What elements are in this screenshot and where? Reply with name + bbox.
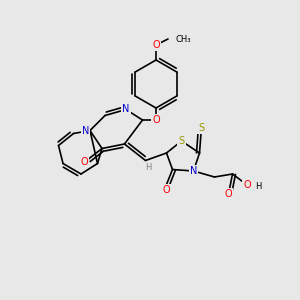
Text: O: O — [243, 180, 251, 190]
Text: CH₃: CH₃ — [176, 34, 191, 43]
Text: N: N — [122, 104, 130, 115]
Text: O: O — [80, 157, 88, 167]
Text: H: H — [145, 163, 152, 172]
Text: N: N — [82, 125, 89, 136]
Text: O: O — [224, 189, 232, 200]
Text: O: O — [163, 185, 170, 195]
Text: S: S — [198, 123, 204, 133]
Text: N: N — [190, 166, 197, 176]
Text: H: H — [255, 182, 261, 191]
Text: S: S — [178, 136, 184, 146]
Text: O: O — [152, 40, 160, 50]
Text: O: O — [152, 115, 160, 125]
